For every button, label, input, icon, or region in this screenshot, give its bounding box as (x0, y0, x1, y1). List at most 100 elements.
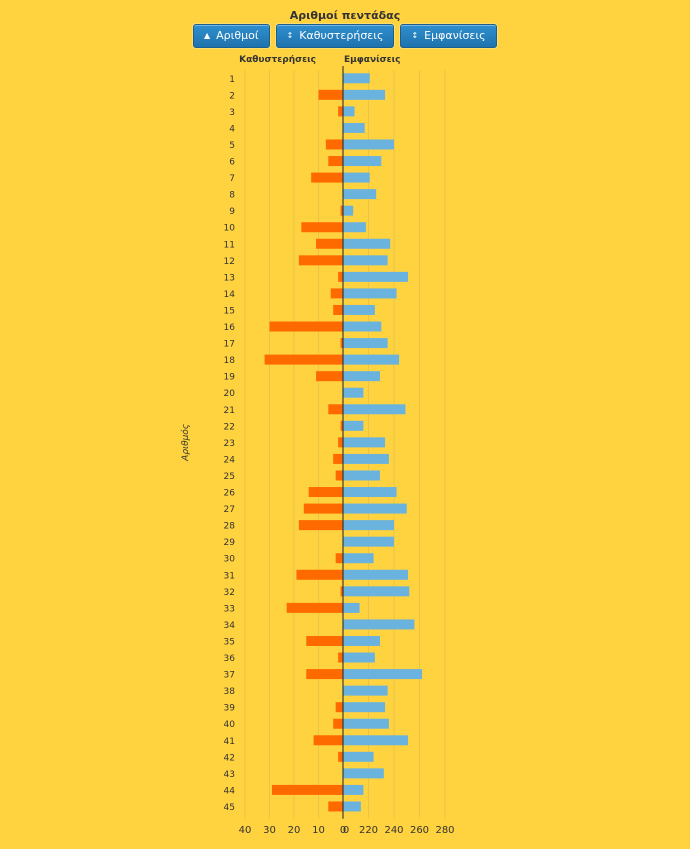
appearance-bar[interactable] (343, 238, 391, 249)
delay-bar[interactable] (328, 801, 343, 812)
appearance-bar[interactable] (343, 503, 407, 514)
appearance-bar[interactable] (343, 437, 386, 448)
delay-bar[interactable] (271, 784, 343, 795)
appearance-bar[interactable] (343, 602, 360, 613)
delay-bar[interactable] (340, 420, 343, 431)
appearance-bar[interactable] (343, 702, 386, 713)
appearance-bar[interactable] (343, 751, 374, 762)
appearance-bar[interactable] (343, 288, 397, 299)
appearance-bar[interactable] (343, 470, 380, 481)
right-tick-label: 0 (343, 825, 349, 836)
appearance-bar[interactable] (343, 652, 375, 663)
delay-bar[interactable] (264, 354, 343, 365)
appearance-bar[interactable] (343, 354, 400, 365)
category-label: 36 (224, 654, 236, 664)
appearance-bar[interactable] (343, 801, 361, 812)
appearance-bar[interactable] (343, 536, 394, 547)
appearance-bar[interactable] (343, 271, 409, 282)
appearance-bar[interactable] (343, 569, 409, 580)
appearance-bar[interactable] (343, 669, 423, 680)
delay-bar[interactable] (308, 487, 343, 498)
sort-by-number-label: Αριθμοί (216, 29, 259, 42)
delay-bar[interactable] (296, 569, 343, 580)
category-label: 1 (229, 75, 235, 85)
delay-bar[interactable] (340, 586, 343, 597)
delay-bar[interactable] (338, 652, 343, 663)
category-label: 13 (224, 273, 235, 283)
delay-bar[interactable] (338, 106, 343, 117)
appearance-bar[interactable] (343, 156, 382, 167)
delay-bar[interactable] (328, 156, 343, 167)
delay-bar[interactable] (330, 288, 343, 299)
delay-bar[interactable] (333, 453, 343, 464)
delay-bar[interactable] (340, 205, 343, 216)
category-label: 21 (224, 406, 235, 416)
appearance-bar[interactable] (343, 222, 366, 233)
delay-bar[interactable] (301, 222, 343, 233)
delay-bar[interactable] (338, 271, 343, 282)
delay-bar[interactable] (306, 669, 343, 680)
appearance-bar[interactable] (343, 122, 365, 133)
appearance-bar[interactable] (343, 304, 375, 315)
appearance-bar[interactable] (343, 768, 384, 779)
appearance-bar[interactable] (343, 255, 388, 266)
appearance-bar[interactable] (343, 321, 382, 332)
appearance-bar[interactable] (343, 487, 397, 498)
appearance-bar[interactable] (343, 420, 364, 431)
appearance-bar[interactable] (343, 404, 406, 415)
delay-bar[interactable] (313, 735, 343, 746)
appearance-bar[interactable] (343, 586, 410, 597)
category-label: 20 (224, 389, 236, 399)
appearance-bar[interactable] (343, 106, 355, 117)
appearance-bar[interactable] (343, 172, 370, 183)
appearance-bar[interactable] (343, 635, 380, 646)
category-label: 43 (224, 770, 235, 780)
sort-by-number-button[interactable]: ▲ Αριθμοί (193, 24, 270, 48)
delay-bar[interactable] (318, 89, 344, 100)
appearance-bar[interactable] (343, 735, 409, 746)
delay-bar[interactable] (338, 437, 343, 448)
delay-bar[interactable] (303, 503, 343, 514)
appearance-bar[interactable] (343, 139, 394, 150)
delay-bar[interactable] (333, 718, 343, 729)
delay-bar[interactable] (311, 172, 343, 183)
delay-bar[interactable] (325, 139, 343, 150)
delay-bar[interactable] (316, 371, 343, 382)
delay-bar[interactable] (298, 520, 343, 531)
delay-bar[interactable] (286, 602, 343, 613)
appearance-bar[interactable] (343, 520, 394, 531)
category-label: 7 (229, 174, 235, 184)
delay-bar[interactable] (316, 238, 343, 249)
appearance-bar[interactable] (343, 553, 374, 564)
delay-bar[interactable] (335, 470, 343, 481)
delay-bar[interactable] (340, 338, 343, 349)
appearance-bar[interactable] (343, 73, 370, 84)
delay-bar[interactable] (333, 304, 343, 315)
delay-bar[interactable] (269, 321, 344, 332)
appearance-bar[interactable] (343, 338, 388, 349)
delay-bar[interactable] (338, 751, 343, 762)
appearance-bar[interactable] (343, 453, 389, 464)
bars (264, 66, 423, 819)
sort-button-group: ▲ Αριθμοί ↕ Καθυστερήσεις ↕ Εμφανίσεις (193, 24, 497, 48)
delay-bar[interactable] (328, 404, 343, 415)
appearance-bar[interactable] (343, 619, 415, 630)
delay-bar[interactable] (306, 635, 343, 646)
delay-bar[interactable] (335, 553, 343, 564)
appearance-bar[interactable] (343, 89, 386, 100)
appearance-bar[interactable] (343, 371, 380, 382)
appearance-bar[interactable] (343, 205, 354, 216)
category-label: 22 (224, 422, 235, 432)
right-tick-label: 240 (384, 825, 403, 836)
sort-by-delays-button[interactable]: ↕ Καθυστερήσεις (275, 24, 395, 48)
category-label: 16 (224, 323, 236, 333)
appearance-bar[interactable] (343, 784, 364, 795)
delay-bar[interactable] (298, 255, 343, 266)
sort-by-appearances-button[interactable]: ↕ Εμφανίσεις (400, 24, 497, 48)
category-label: 15 (224, 306, 235, 316)
appearance-bar[interactable] (343, 189, 377, 200)
appearance-bar[interactable] (343, 387, 364, 398)
appearance-bar[interactable] (343, 685, 388, 696)
delay-bar[interactable] (335, 702, 343, 713)
appearance-bar[interactable] (343, 718, 389, 729)
